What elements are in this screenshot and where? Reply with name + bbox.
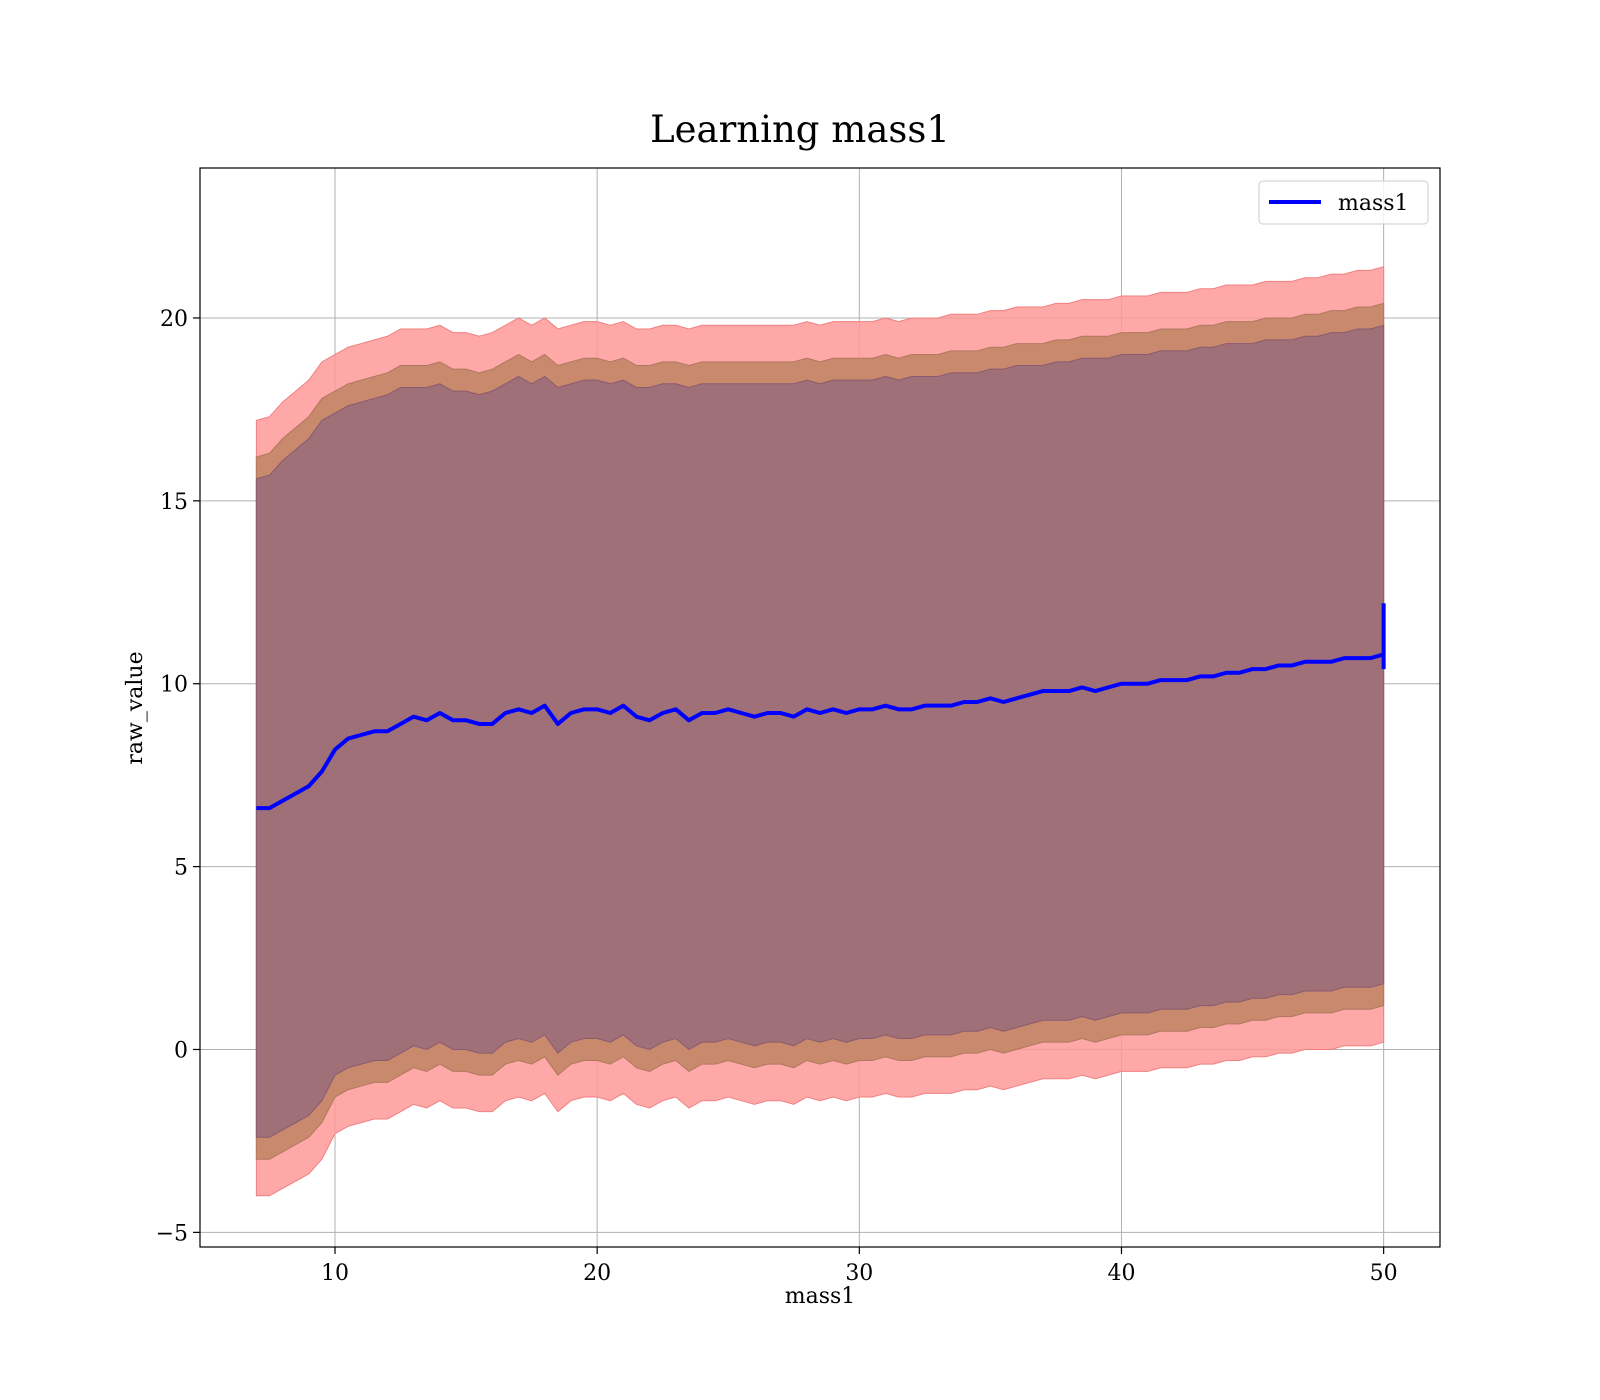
x-tick-label-0: 10 xyxy=(321,1261,349,1286)
x-axis-label: mass1 xyxy=(785,1284,856,1309)
band-inner xyxy=(255,324,1385,1138)
x-tick-label-1: 20 xyxy=(583,1261,611,1286)
legend-label: mass1 xyxy=(1338,191,1409,216)
y-tick-label-2: 5 xyxy=(174,856,188,881)
legend: mass1 xyxy=(1258,180,1429,225)
x-tick-label-2: 30 xyxy=(845,1261,873,1286)
x-axis-ticks: 10 20 30 40 50 xyxy=(321,1247,1398,1286)
confidence-bands xyxy=(255,266,1385,1197)
legend-box xyxy=(1258,180,1429,225)
series-lines xyxy=(256,603,1386,811)
y-tick-label-0: −5 xyxy=(156,1221,188,1246)
y-axis-label: raw_value xyxy=(123,651,148,764)
series-line-mass1 xyxy=(256,652,1385,811)
chart-title: Learning mass1 xyxy=(650,108,950,151)
x-tick-label-4: 50 xyxy=(1370,1261,1398,1286)
y-tick-label-1: 0 xyxy=(174,1038,188,1063)
y-axis-ticks: −5 0 5 10 15 20 xyxy=(156,307,200,1246)
plot-frame xyxy=(199,167,1441,1248)
y-tick-label-5: 20 xyxy=(160,307,188,332)
x-tick-label-3: 40 xyxy=(1107,1261,1135,1286)
y-tick-label-3: 10 xyxy=(160,673,188,698)
y-tick-label-4: 15 xyxy=(160,490,188,515)
